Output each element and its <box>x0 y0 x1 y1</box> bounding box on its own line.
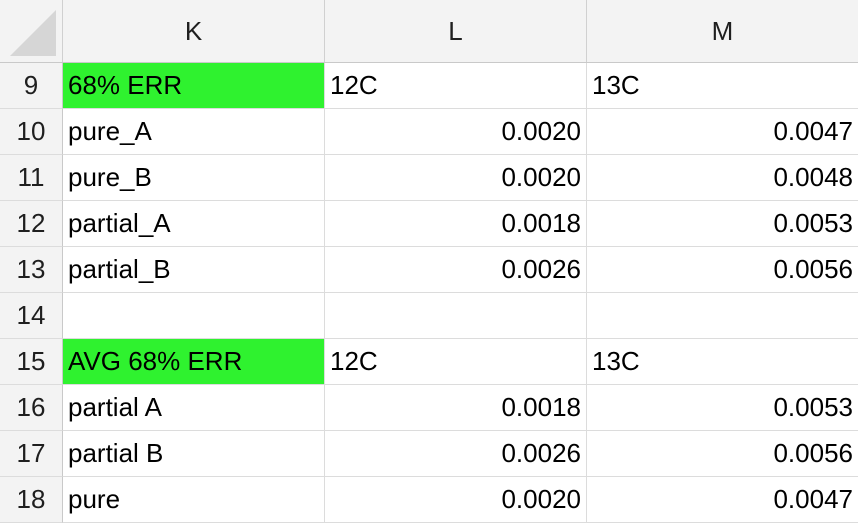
cell-k[interactable]: AVG 68% ERR <box>63 339 325 385</box>
cell-m[interactable] <box>587 293 858 339</box>
table-row: 16 partial A 0.0018 0.0053 <box>0 385 858 431</box>
column-header-l[interactable]: L <box>325 0 587 62</box>
cell-k[interactable]: partial A <box>63 385 325 431</box>
row-header[interactable]: 13 <box>0 247 63 293</box>
table-row: 11 pure_B 0.0020 0.0048 <box>0 155 858 201</box>
cell-m[interactable]: 0.0047 <box>587 109 858 155</box>
cell-m[interactable]: 13C <box>587 339 858 385</box>
cell-k[interactable]: pure_B <box>63 155 325 201</box>
cell-k[interactable]: pure <box>63 477 325 523</box>
column-header-row: K L M <box>0 0 858 63</box>
cell-l[interactable]: 0.0018 <box>325 385 587 431</box>
cell-k[interactable]: pure_A <box>63 109 325 155</box>
row-header[interactable]: 17 <box>0 431 63 477</box>
table-row: 15 AVG 68% ERR 12C 13C <box>0 339 858 385</box>
row-header[interactable]: 12 <box>0 201 63 247</box>
row-header[interactable]: 11 <box>0 155 63 201</box>
cell-k[interactable]: partial_A <box>63 201 325 247</box>
table-row: 9 68% ERR 12C 13C <box>0 63 858 109</box>
cell-k[interactable]: 68% ERR <box>63 63 325 109</box>
cell-l[interactable]: 0.0026 <box>325 247 587 293</box>
column-header-m[interactable]: M <box>711 15 734 46</box>
row-header[interactable]: 18 <box>0 477 63 523</box>
select-all-corner[interactable] <box>0 0 63 62</box>
cell-k[interactable] <box>63 293 325 339</box>
cell-l[interactable]: 0.0020 <box>325 109 587 155</box>
cell-m[interactable]: 13C <box>587 63 858 109</box>
cell-k[interactable]: partial B <box>63 431 325 477</box>
cell-l[interactable]: 12C <box>325 339 587 385</box>
cell-m[interactable]: 0.0053 <box>587 385 858 431</box>
cell-l[interactable]: 12C <box>325 63 587 109</box>
cell-l[interactable]: 0.0020 <box>325 155 587 201</box>
table-row: 18 pure 0.0020 0.0047 <box>0 477 858 523</box>
cell-m[interactable]: 0.0053 <box>587 201 858 247</box>
row-header[interactable]: 10 <box>0 109 63 155</box>
cell-m[interactable]: 0.0048 <box>587 155 858 201</box>
select-all-triangle-icon <box>10 10 56 56</box>
row-header[interactable]: 16 <box>0 385 63 431</box>
table-row: 17 partial B 0.0026 0.0056 <box>0 431 858 477</box>
table-row: 13 partial_B 0.0026 0.0056 <box>0 247 858 293</box>
row-header[interactable]: 14 <box>0 293 63 339</box>
cell-l[interactable]: 0.0018 <box>325 201 587 247</box>
row-header[interactable]: 9 <box>0 63 63 109</box>
table-row: 14 <box>0 293 858 339</box>
cell-l[interactable] <box>325 293 587 339</box>
cell-l[interactable]: 0.0020 <box>325 477 587 523</box>
cell-k[interactable]: partial_B <box>63 247 325 293</box>
row-header[interactable]: 15 <box>0 339 63 385</box>
cell-m[interactable]: 0.0056 <box>587 431 858 477</box>
grid-body: 9 68% ERR 12C 13C 10 pure_A 0.0020 0.0047 11 pure… <box>0 63 858 523</box>
cell-m[interactable]: 0.0056 <box>587 247 858 293</box>
table-row: 10 pure_A 0.0020 0.0047 <box>0 109 858 155</box>
table-row: 12 partial_A 0.0018 0.0053 <box>0 201 858 247</box>
cell-m[interactable]: 0.0047 <box>587 477 858 523</box>
cell-l[interactable]: 0.0026 <box>325 431 587 477</box>
column-header-k[interactable]: K <box>63 0 325 62</box>
